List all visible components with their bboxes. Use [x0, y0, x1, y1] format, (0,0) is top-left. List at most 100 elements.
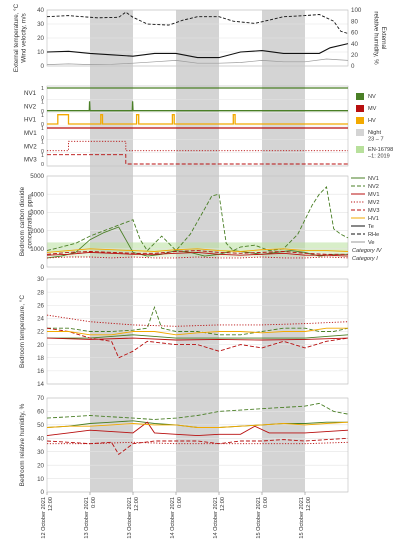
- state-mv2: [47, 140, 348, 152]
- y-tick-label: 22: [37, 329, 44, 336]
- y-axis-label-right: Externalrelative humidity, %: [373, 11, 388, 65]
- series-mv3: [46, 437, 349, 456]
- legend-label: HV: [368, 118, 376, 124]
- y-axis-label-left: External temperature, °CWind velocity, m…: [13, 3, 28, 72]
- y-tick-label: 5000: [30, 173, 44, 180]
- row-tick-label: 0: [41, 122, 44, 128]
- legend-label: MV1: [368, 192, 380, 198]
- row-label: MV2: [24, 143, 37, 150]
- series-nv1: [47, 334, 349, 339]
- plot-frame: [46, 85, 349, 167]
- y-tick-label: 20: [37, 462, 44, 469]
- y-tick-label: 18: [37, 355, 44, 362]
- y-tick-label: 70: [37, 395, 44, 402]
- x-axis: 12 October 202112:00 13 October 20210:00 1…: [41, 492, 312, 539]
- legend-swatch: [356, 93, 364, 100]
- y-tick-label: 30: [37, 449, 44, 456]
- legend-label: NV2: [368, 184, 379, 190]
- category-band: [47, 252, 348, 257]
- y-tick-label: 40: [37, 7, 44, 14]
- row-tick-label: 1: [41, 126, 44, 132]
- y-axis-label: Bedroom relative humidity, %: [19, 403, 26, 486]
- row-tick-label: 1: [41, 100, 44, 106]
- legend-label: HV1: [368, 216, 379, 222]
- y-tick-label: 0: [41, 489, 45, 496]
- y-tick-label-right: 100: [351, 7, 362, 14]
- y-tick-label: 20: [37, 35, 44, 42]
- legend-swatch: [356, 129, 364, 136]
- y-tick-label: 16: [37, 368, 44, 375]
- x-tick-label: 14 October 202112:00: [213, 497, 226, 539]
- y-tick-label: 2000: [30, 228, 44, 235]
- series-mv3: [46, 250, 348, 255]
- legend-label: Category IV: [352, 248, 383, 254]
- legend-swatch: [356, 105, 364, 112]
- y-tick-label-right: 0: [351, 63, 355, 70]
- y-axis-label: Bedroom carbon dioxideconcentration, ppm: [19, 186, 34, 256]
- y-tick-label-right: 20: [351, 52, 358, 59]
- y-tick-label: 30: [37, 21, 44, 28]
- row-label: NV2: [24, 103, 37, 110]
- row-tick-label: 0: [41, 149, 44, 155]
- y-tick-label: 1000: [30, 246, 44, 253]
- series-nv1: [46, 226, 348, 259]
- plot-frame: [46, 175, 349, 268]
- x-tick-label: 13 October 20210:00: [84, 497, 97, 539]
- y-tick-label: 50: [37, 422, 44, 429]
- row-label: NV1: [24, 90, 37, 97]
- state-hv1: [47, 114, 348, 125]
- y-tick-label: 26: [37, 302, 44, 309]
- y-tick-label: 24: [37, 316, 44, 323]
- plot-frame: [46, 9, 349, 67]
- y-tick-label: 28: [37, 289, 44, 296]
- series-mv3: [46, 327, 349, 359]
- x-tick-label: 15 October 202112:00: [299, 497, 312, 539]
- x-tick-label: 13 October 202112:00: [127, 497, 140, 539]
- category-band: [47, 242, 348, 253]
- legend-label: MV2: [368, 200, 380, 206]
- legend-label: RHe: [368, 232, 379, 238]
- legend-label: NV: [368, 94, 376, 100]
- y-tick-label: 3000: [30, 210, 44, 217]
- series-mv1: [46, 421, 349, 437]
- ventilation-states-panel: NV110NV210HV110MV110MV210MV310NVMVHVNigh…: [24, 85, 393, 168]
- series-mv2: [46, 314, 349, 327]
- y-tick-label: 14: [37, 381, 44, 388]
- y-axis-label: Bedroom temperature, °C: [18, 295, 26, 368]
- humidity-panel: 0 10 20 30 40 50 60 70 Bedroom relative humidity…: [19, 395, 349, 496]
- row-label: HV1: [24, 117, 37, 124]
- row-tick-label: 1: [41, 86, 44, 92]
- y-tick-label: 0: [41, 264, 45, 271]
- row-tick-label: 0: [41, 109, 44, 115]
- series-hv1: [46, 248, 349, 253]
- y-tick-label: 4000: [30, 191, 44, 198]
- plot-frame: [46, 397, 349, 493]
- row-tick-label: 0: [41, 162, 44, 168]
- x-tick-label: 15 October 20210:00: [256, 497, 269, 539]
- row-tick-label: 1: [41, 153, 44, 159]
- weather-panel: 0 10 20 30 40 0 20 40 60 80 100 External temperatur…: [13, 3, 387, 72]
- y-tick-label: 0: [41, 63, 45, 70]
- series-ve: [46, 58, 349, 65]
- row-tick-label: 0: [41, 136, 44, 142]
- legend-label: MV: [368, 106, 377, 112]
- y-tick-label: 40: [37, 435, 44, 442]
- series-nv2: [47, 305, 349, 336]
- y-tick-label: 20: [37, 342, 44, 349]
- legend-swatch: [356, 117, 364, 124]
- x-tick-label: 14 October 20210:00: [170, 497, 183, 539]
- legend-label: MV3: [368, 208, 380, 214]
- y-tick-label-right: 80: [351, 18, 358, 25]
- state-mv3: [47, 154, 348, 165]
- y-tick-label: 60: [37, 409, 44, 416]
- series-rhe: [46, 11, 349, 34]
- series-nv2: [46, 402, 349, 420]
- series-te: [46, 43, 349, 59]
- co2-panel: 0 1000 2000 3000 4000 5000 Bedroom carbon diox…: [19, 173, 383, 271]
- y-tick-label-right: 60: [351, 30, 358, 37]
- y-tick-label: 10: [37, 476, 44, 483]
- y-tick-label-right: 40: [351, 41, 358, 48]
- legend-swatch: [356, 146, 364, 153]
- row-label: MV3: [24, 157, 37, 164]
